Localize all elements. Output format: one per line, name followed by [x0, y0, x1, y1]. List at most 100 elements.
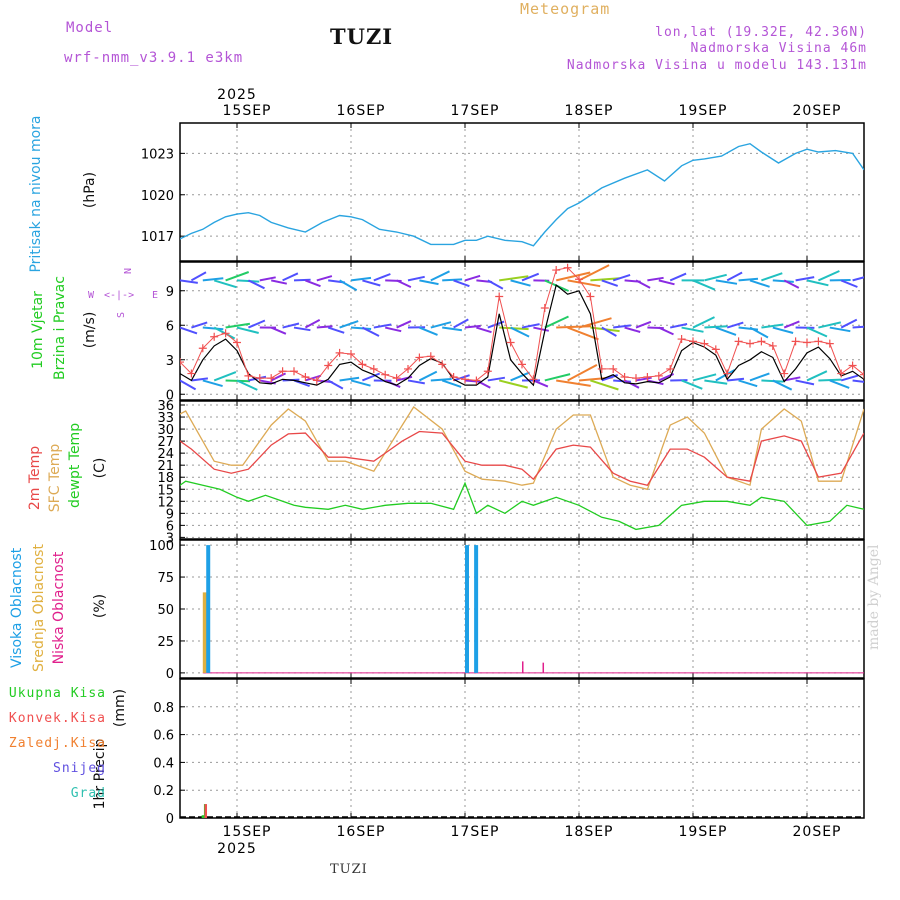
- day-label-bottom: 15SEP: [223, 824, 272, 840]
- gust-marker: [825, 339, 834, 348]
- legend-total-rain: Ukupna Kisa: [8, 686, 106, 701]
- precip-bar-conv: [204, 804, 208, 818]
- gust-marker: [700, 339, 709, 348]
- compass-label-1: <-|->: [104, 290, 134, 301]
- day-label-top: 16SEP: [337, 103, 386, 119]
- y-tick-label: 12: [157, 495, 174, 510]
- wind-arrow: [259, 276, 276, 282]
- wind-arrow: [430, 321, 452, 329]
- wind-arrow: [624, 379, 640, 389]
- wind-arrow: [692, 316, 715, 329]
- gust-marker: [301, 373, 310, 381]
- wind-arrow: [692, 373, 717, 382]
- wind-arrow: [624, 326, 641, 333]
- wind-arrow: [772, 326, 794, 334]
- gust-marker: [278, 367, 287, 376]
- gust-marker: [312, 376, 321, 385]
- gust-marker: [575, 275, 583, 284]
- legend-hail: Grad: [70, 786, 106, 801]
- y-tick-label: 15: [157, 483, 174, 498]
- y-tick-label: 1017: [141, 230, 174, 245]
- wind-arrow: [829, 326, 851, 333]
- wind-arrow: [863, 327, 864, 329]
- wind-arrow: [396, 375, 413, 382]
- y-tick-label: 21: [157, 459, 174, 474]
- y-tick-label: 18: [157, 471, 174, 486]
- gust-marker: [746, 339, 754, 348]
- gust-marker: [723, 369, 732, 378]
- wind-arrow: [704, 379, 728, 385]
- wind-arrow: [327, 326, 345, 334]
- dewpt-line: [180, 480, 864, 531]
- wind-arrow: [248, 319, 266, 329]
- gust-marker: [233, 338, 241, 347]
- y-tick-label: 3: [166, 354, 174, 369]
- gust-marker: [244, 371, 253, 380]
- gust-marker: [837, 369, 846, 378]
- y-tick-label: 9: [166, 507, 174, 522]
- cloud-bar-mid: [202, 592, 207, 673]
- gust-marker: [552, 266, 561, 275]
- wind-arrow: [681, 379, 703, 390]
- gust-marker: [632, 374, 640, 383]
- y-tick-label: 0.2: [153, 784, 174, 799]
- y-tick-label: 25: [157, 635, 174, 650]
- wind-arrow: [305, 279, 321, 288]
- gust-marker: [791, 337, 800, 346]
- gust-marker: [540, 304, 549, 312]
- gust-marker: [210, 332, 219, 341]
- y-tick-label: 36: [157, 399, 174, 414]
- wind-arrow: [556, 379, 591, 387]
- gust-marker: [711, 345, 720, 354]
- wind-arrow: [293, 278, 311, 282]
- wind-arrow: [647, 276, 664, 282]
- gust-marker: [221, 329, 230, 338]
- day-label-top: 15SEP: [223, 103, 272, 119]
- lonlat-label: lon,lat (19.32E, 42.36N): [655, 25, 867, 40]
- wind-arrow: [601, 279, 619, 287]
- gust-marker: [461, 375, 469, 384]
- gust-marker: [586, 292, 595, 301]
- wind-arrow: [590, 379, 619, 391]
- wind-arrow: [270, 279, 288, 285]
- wind-arrow: [191, 377, 209, 382]
- wind-arrow: [783, 320, 800, 329]
- wind-arrow: [761, 323, 784, 329]
- wind-arrow: [213, 371, 237, 382]
- wind-arrow: [704, 273, 727, 282]
- precip-bar-total: [201, 815, 205, 818]
- wind-arrow: [202, 379, 223, 388]
- wind-arrow: [818, 321, 842, 329]
- model-name: wrf-nmm_v3.9.1 e3km: [64, 50, 244, 66]
- wind-arrow: [681, 326, 704, 333]
- gust-marker: [563, 263, 572, 272]
- wind-arrow: [270, 326, 287, 335]
- wind-arrow: [567, 279, 601, 288]
- wind-arrow: [852, 325, 864, 329]
- gust-marker: [643, 373, 652, 381]
- wind-arrow: [225, 271, 250, 282]
- compass-label-0: W: [88, 290, 95, 301]
- wind-arrow: [510, 371, 530, 382]
- legend-convective-rain: Konvek.Kisa: [8, 711, 106, 726]
- wind-arrow: [247, 279, 265, 290]
- footer-station: TUZI: [330, 862, 368, 877]
- wind-arrow: [726, 271, 743, 282]
- panel-frame-wind: [179, 261, 865, 401]
- y-tick-label: 9: [166, 285, 174, 300]
- gust-marker: [290, 367, 298, 376]
- wind-arrow: [225, 322, 251, 329]
- wind-arrow: [498, 379, 528, 389]
- wind-arrow: [441, 379, 462, 388]
- wind-arrow: [852, 379, 864, 383]
- y-tick-label: 100: [149, 539, 174, 554]
- day-label-bottom: 16SEP: [337, 824, 386, 840]
- gust-marker: [187, 369, 196, 378]
- gust-marker: [415, 353, 424, 362]
- wind-arrow: [727, 377, 745, 382]
- wind-arrow: [863, 280, 864, 282]
- wind-arrow: [521, 272, 540, 282]
- wind-arrow: [361, 326, 380, 337]
- wind-arrow: [635, 320, 652, 329]
